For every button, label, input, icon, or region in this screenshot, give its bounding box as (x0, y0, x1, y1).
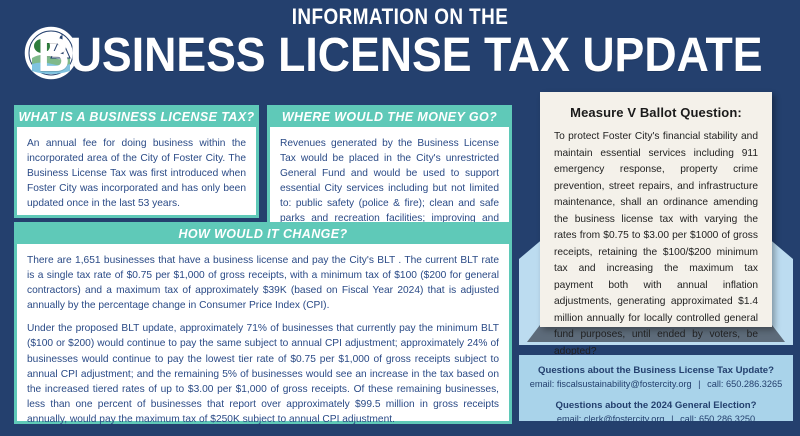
ballot-card-text: To protect Foster City's financial stabi… (554, 131, 758, 357)
contact-footer: Questions about the Business License Tax… (519, 355, 793, 424)
panel-body: There are 1,651 businesses that have a b… (17, 244, 509, 425)
contact-separator: | (698, 378, 701, 389)
contact-question: Questions about the Business License Tax… (538, 365, 774, 376)
contact-phone[interactable]: call: 650.286.3265 (707, 378, 783, 389)
measure-v-ballot-question-card: Measure V Ballot Question: To protect Fo… (540, 92, 772, 357)
header-kicker: INFORMATION ON THE (291, 4, 509, 29)
contact-email[interactable]: email: fiscalsustainability@fostercity.o… (529, 378, 692, 389)
page-title: BUSINESS LICENSE TAX UPDATE (37, 29, 763, 82)
panel-paragraph: Under the proposed BLT update, approxima… (27, 323, 499, 425)
contact-line: email: fiscalsustainability@fostercity.o… (519, 378, 793, 392)
panel-what-is-a-business-license-tax: WHAT IS A BUSINESS LICENSE TAX? An annua… (14, 105, 259, 218)
panel-heading: WHAT IS A BUSINESS LICENSE TAX? (18, 110, 255, 124)
panel-how-would-it-change: HOW WOULD IT CHANGE? There are 1,651 bus… (14, 222, 512, 425)
contact-separator: | (671, 413, 674, 424)
contact-question: Questions about the 2024 General Electio… (555, 399, 757, 411)
contact-email[interactable]: email: clerk@fostercity.org (556, 413, 665, 424)
city-of-foster-city-seal-icon (22, 24, 80, 82)
panel-body: An annual fee for doing business within … (17, 127, 256, 215)
page-header: INFORMATION ON THE BUSINESS LICENSE TAX … (0, 0, 800, 88)
panel-heading: HOW WOULD IT CHANGE? (178, 227, 348, 241)
panel-paragraph: An annual fee for doing business within … (27, 138, 246, 210)
contact-phone[interactable]: call: 650.286.3250 (680, 413, 756, 424)
panel-paragraph: There are 1,651 businesses that have a b… (27, 255, 499, 312)
ballot-card-title: Measure V Ballot Question: (570, 105, 742, 120)
contact-line: email: clerk@fostercity.org | call: 650.… (519, 413, 793, 427)
title-block: INFORMATION ON THE BUSINESS LICENSE TAX … (0, 4, 800, 81)
panel-heading: WHERE WOULD THE MONEY GO? (281, 110, 498, 124)
